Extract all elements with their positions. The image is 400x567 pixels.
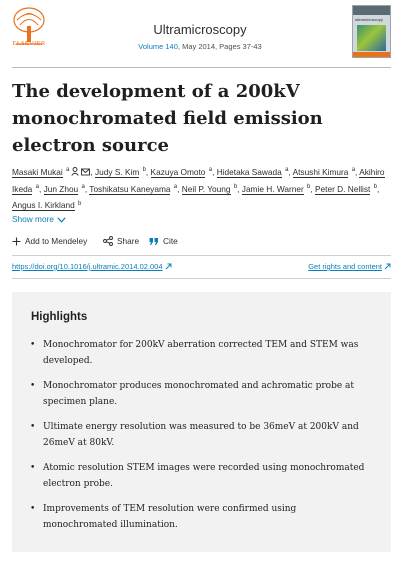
external-link-icon <box>165 263 171 270</box>
rights-text: Get rights and content <box>308 262 382 271</box>
cover-artwork <box>357 25 386 51</box>
affiliation-marker[interactable]: b <box>373 183 377 190</box>
share-label: Share <box>117 236 140 246</box>
author-name[interactable]: Kazuya Omoto <box>150 166 206 178</box>
author-name[interactable]: Jun Zhou <box>43 183 79 195</box>
highlight-item: • Atomic resolution STEM images were reco… <box>27 460 367 492</box>
author-name[interactable]: Toshikatsu Kaneyama <box>89 183 171 195</box>
journal-header: ELSEVIER Ultramicroscopy Volume 140, May… <box>0 0 400 68</box>
author-sawada[interactable]: Hidetaka Sawada a <box>216 166 289 178</box>
show-more-label: Show more <box>12 214 54 224</box>
highlights-title: Highlights <box>31 311 88 323</box>
add-to-mendeley-button[interactable]: Add to Mendeley <box>12 236 87 246</box>
author-kirkland[interactable]: Angus I. Kirkland b <box>12 200 82 212</box>
highlight-item: • Monochromator for 200kV aberration corr… <box>27 337 367 369</box>
highlight-item: • Improvements of TEM resolution were con… <box>27 501 367 533</box>
author-name[interactable]: Masaki Mukai <box>12 166 63 178</box>
highlight-item: • Monochromator produces monochromated an… <box>27 378 367 410</box>
author-young[interactable]: Neil P. Young b <box>181 183 238 195</box>
author-name[interactable]: Hidetaka Sawada <box>216 166 282 178</box>
show-more-button[interactable]: Show more <box>12 214 66 224</box>
affiliation-marker[interactable]: a <box>285 167 289 173</box>
affiliation-marker[interactable]: a <box>208 167 213 173</box>
bullet-icon: • <box>30 422 36 432</box>
divider <box>12 278 391 279</box>
highlight-text: Monochromator for 200kV aberration corre… <box>43 340 359 366</box>
publisher-name: ELSEVIER <box>12 40 46 47</box>
highlights-list: • Monochromator for 200kV aberration corr… <box>27 337 367 542</box>
cite-button[interactable]: Cite <box>149 236 178 246</box>
author-name[interactable]: Angus I. Kirkland <box>12 200 75 212</box>
highlight-item: • Ultimate energy resolution was measured… <box>27 419 367 451</box>
cover-band <box>353 6 390 15</box>
author-zhou[interactable]: Jun Zhou a <box>43 183 85 195</box>
share-button[interactable]: Share <box>103 236 139 246</box>
author-name[interactable]: Atsushi Kimura <box>292 166 349 178</box>
author-kim[interactable]: Judy S. Kim b <box>95 166 146 178</box>
cover-footer <box>353 52 390 57</box>
bullet-icon: • <box>30 504 36 514</box>
person-icon[interactable] <box>71 166 80 176</box>
author-omoto[interactable]: Kazuya Omoto a <box>150 166 213 178</box>
author-ikeda[interactable]: Akihiro Ikeda a <box>12 166 385 195</box>
bullet-icon: • <box>30 340 36 350</box>
author-mukai[interactable]: Masaki Mukai a <box>12 166 91 178</box>
volume-link[interactable]: Volume 140 <box>138 42 178 51</box>
author-kimura[interactable]: Atsushi Kimura a <box>292 166 356 178</box>
author-list: Masaki Mukai a, Judy S. Kim b, Kazuya Om… <box>12 166 385 212</box>
affiliation-marker[interactable]: a <box>66 167 70 173</box>
elsevier-tree-logo[interactable] <box>12 6 46 46</box>
chevron-down-icon <box>57 217 66 223</box>
plus-icon <box>12 237 21 246</box>
divider <box>12 255 391 256</box>
author-warner[interactable]: Jamie H. Warner b <box>241 183 311 195</box>
issue-date-pages: , May 2014, Pages 37-43 <box>177 42 262 51</box>
bullet-icon: • <box>30 381 36 391</box>
author-name[interactable]: Neil P. Young <box>181 183 231 195</box>
share-icon <box>103 236 113 246</box>
cite-label: Cite <box>163 236 178 246</box>
article-title: The development of a 200kV monochromated… <box>12 81 323 156</box>
highlight-text: Atomic resolution STEM images were recor… <box>43 463 365 489</box>
quote-icon <box>149 238 158 245</box>
affiliation-marker[interactable]: b <box>307 183 311 190</box>
journal-title[interactable]: Ultramicroscopy <box>153 22 247 37</box>
affiliation-marker[interactable]: b <box>78 200 82 207</box>
affiliation-marker[interactable]: a <box>81 183 85 190</box>
highlights-box: Highlights • Monochromator for 200kV aber… <box>12 292 391 552</box>
external-link-icon <box>384 263 391 270</box>
journal-cover-image[interactable]: ultramicroscopy <box>352 5 391 58</box>
bullet-icon: • <box>30 463 36 473</box>
affiliation-marker[interactable]: a <box>173 183 178 190</box>
doi-link[interactable]: https://doi.org/10.1016/j.ultramic.2014.… <box>12 262 172 271</box>
affiliation-marker[interactable]: b <box>142 167 146 173</box>
journal-meta: Volume 140, May 2014, Pages 37-43 <box>60 42 340 51</box>
highlight-text: Monochromator produces monochromated and… <box>43 381 354 407</box>
author-nellist[interactable]: Peter D. Nellist b <box>315 183 377 195</box>
mendeley-label: Add to Mendeley <box>25 236 88 246</box>
author-name[interactable]: Jamie H. Warner <box>241 183 304 195</box>
affiliation-marker[interactable]: a <box>351 167 356 173</box>
author-kaneyama[interactable]: Toshikatsu Kaneyama a <box>89 183 178 195</box>
affiliation-marker[interactable]: b <box>233 183 238 190</box>
highlight-text: Improvements of TEM resolution were conf… <box>43 504 297 530</box>
author-name[interactable]: Peter D. Nellist <box>315 183 371 195</box>
rights-link[interactable]: Get rights and content <box>308 262 391 271</box>
affiliation-marker[interactable]: a <box>35 183 39 190</box>
author-name[interactable]: Judy S. Kim <box>95 166 140 178</box>
highlight-text: Ultimate energy resolution was measured … <box>43 422 359 448</box>
cover-journal-name: ultramicroscopy <box>355 17 384 22</box>
header-divider <box>12 67 391 68</box>
doi-text: https://doi.org/10.1016/j.ultramic.2014.… <box>12 262 163 271</box>
mail-icon[interactable] <box>81 168 91 176</box>
author-name[interactable]: Akihiro Ikeda <box>12 166 385 195</box>
